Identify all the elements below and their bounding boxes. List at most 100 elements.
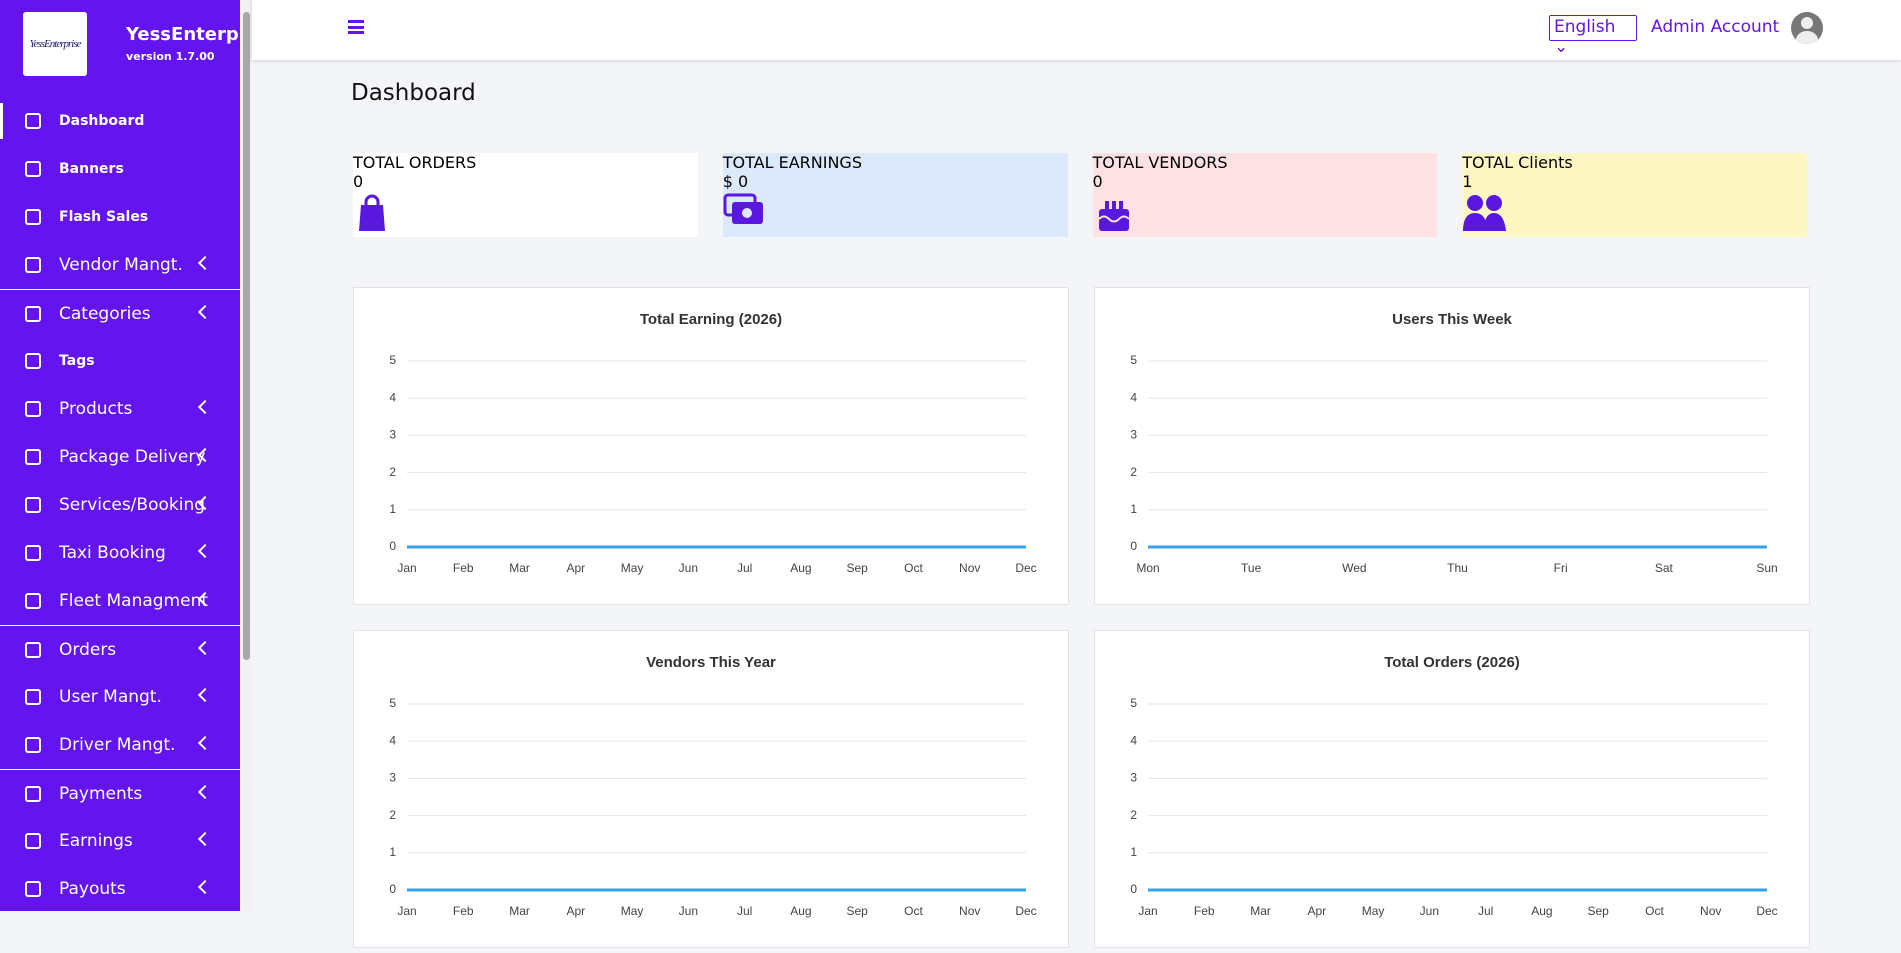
menu-item[interactable]: Package Delivery (0, 433, 240, 481)
stat-card: TOTAL Clients 1 (1462, 153, 1807, 237)
y-tick-label: 0 (389, 539, 396, 553)
scrollbar[interactable] (240, 0, 252, 911)
card-label: TOTAL ORDERS (353, 153, 477, 172)
account-link[interactable]: Admin Account (1651, 17, 1780, 37)
menu-item[interactable]: Categories (0, 289, 240, 337)
menu-toggle[interactable] (348, 20, 364, 34)
chart: Total Orders (2026) 0 1 2 3 4 5 Jan Feb Mar Apr May… (1130, 654, 1777, 918)
menu-item[interactable]: Earnings (0, 817, 240, 865)
menu-item[interactable]: Payouts (0, 865, 240, 911)
menu-icon (25, 353, 41, 369)
menu-icon (25, 833, 41, 849)
submenu-chevron (197, 304, 213, 320)
menu-icon (25, 641, 41, 658)
y-tick-label: 1 (389, 502, 396, 516)
icon-shape (1111, 201, 1116, 209)
menu-icon (25, 305, 41, 322)
menu-label: Orders (59, 639, 117, 660)
stat-card: TOTAL EARNINGS $ 0 (722, 153, 1068, 237)
brand: YessEnterprise (126, 24, 240, 45)
menu: Dashboard Banners Flash Sales Vendor Mangt.… (0, 97, 240, 911)
x-tick-label: Jul (737, 904, 752, 918)
chart-title: Total Orders (2026) (1384, 654, 1520, 671)
menu-item[interactable]: Dashboard (0, 97, 240, 145)
y-tick-label: 4 (1130, 390, 1137, 404)
menu-icon (25, 689, 41, 705)
menu-icon (25, 209, 41, 225)
x-tick-label: Jan (1138, 904, 1157, 918)
y-tick-label: 5 (1130, 353, 1137, 367)
menu-item[interactable]: Payments (0, 769, 240, 817)
menu-item[interactable]: Tags (0, 337, 240, 385)
x-tick-label: Feb (453, 904, 474, 918)
icon-shape (1104, 201, 1109, 209)
x-tick-label: Nov (959, 561, 980, 575)
stat-card: TOTAL VENDORS 0 (1092, 153, 1438, 237)
x-tick-label: Jun (1420, 904, 1439, 918)
card-value: $ 0 (722, 172, 749, 191)
menu-item[interactable]: Taxi Booking (0, 529, 240, 577)
menu-label: Fleet Managment (59, 591, 209, 611)
x-tick-label: Dec (1015, 904, 1036, 918)
x-tick-label: Wed (1342, 561, 1366, 575)
x-tick-label: Mar (509, 561, 530, 575)
x-tick-label: Jul (1478, 904, 1493, 918)
x-tick-label: Sun (1756, 561, 1777, 575)
x-tick-label: Sep (1588, 904, 1610, 918)
y-tick-label: 5 (1130, 696, 1137, 710)
icon-shape (1118, 201, 1123, 209)
page-title: Dashboard (351, 80, 476, 106)
card-label: TOTAL VENDORS (1092, 153, 1228, 172)
menu-icon (25, 401, 41, 417)
menu-item[interactable]: Orders (0, 625, 240, 673)
logo[interactable]: YessEnterprise (23, 12, 87, 76)
x-tick-label: Dec (1015, 561, 1036, 575)
x-tick-label: Dec (1756, 904, 1777, 918)
icon-shape (741, 208, 752, 218)
language-select[interactable]: English ⌄ (1549, 15, 1637, 57)
menu-item[interactable]: Vendor Mangt. (0, 241, 240, 289)
stat-cards: TOTAL ORDERS 0 TOTAL EARNINGS $ 0 TOTAL VEND… (353, 153, 1807, 237)
submenu-chevron (197, 879, 213, 895)
menu-icon (25, 257, 41, 273)
x-tick-label: Apr (566, 904, 585, 918)
x-tick-label: Mar (1250, 904, 1271, 918)
menu-item[interactable]: Banners (0, 145, 240, 193)
chart-card: Users This Week 0 1 2 3 4 5 Mon Tue Wed Thu Fri Sat S… (1094, 287, 1810, 605)
icon-shape (359, 205, 385, 231)
menu-label: Dashboard (59, 113, 145, 129)
scroll-thumb[interactable] (243, 12, 250, 660)
icon-shape (364, 194, 380, 207)
y-tick-label: 3 (1130, 428, 1137, 442)
avatar[interactable] (1791, 12, 1823, 44)
card-label: TOTAL EARNINGS (722, 153, 862, 172)
version: version 1.7.00 (126, 50, 215, 63)
chart: Users This Week 0 1 2 3 4 5 Mon Tue Wed Thu Fri Sat S… (1130, 311, 1777, 575)
menu-item[interactable]: Driver Mangt. (0, 721, 240, 769)
card-value: 0 (353, 172, 364, 191)
menu-icon (25, 161, 41, 177)
x-tick-label: Mar (509, 904, 530, 918)
x-tick-label: Feb (453, 561, 474, 575)
submenu-chevron (197, 784, 213, 800)
x-tick-label: Sep (847, 904, 869, 918)
menu-item[interactable]: Services/Booking (0, 481, 240, 529)
chart: Total Earning (2026) 0 1 2 3 4 5 Jan Feb Mar Apr Ma… (389, 311, 1036, 575)
menu-label: Services/Booking (59, 495, 206, 515)
submenu-chevron (197, 735, 213, 751)
y-tick-label: 1 (1130, 845, 1137, 859)
x-tick-label: Aug (1531, 904, 1552, 918)
x-tick-label: Aug (790, 904, 811, 918)
menu-item[interactable]: Flash Sales (0, 193, 240, 241)
menu-item[interactable]: User Mangt. (0, 673, 240, 721)
y-tick-label: 4 (1130, 733, 1137, 747)
menu-item[interactable]: Fleet Managment (0, 577, 240, 625)
x-tick-label: May (1362, 904, 1385, 918)
submenu-chevron (197, 255, 213, 271)
menu-label: Taxi Booking (59, 543, 166, 563)
chart-card: Total Orders (2026) 0 1 2 3 4 5 Jan Feb Mar Apr May… (1094, 630, 1810, 948)
menu-icon (25, 785, 41, 802)
x-tick-label: Oct (904, 904, 923, 918)
menu-item[interactable]: Products (0, 385, 240, 433)
